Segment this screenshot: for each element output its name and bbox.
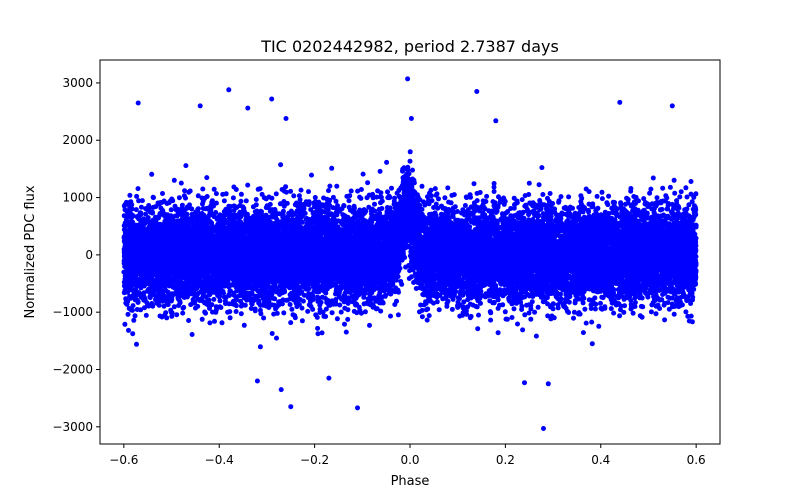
data-point-3612 (178, 180, 184, 186)
data-point-4650 (392, 302, 398, 307)
data-point-2883 (684, 194, 690, 200)
data-point-4180 (230, 195, 236, 201)
data-point-2913 (207, 320, 213, 326)
data-point-2284 (211, 186, 217, 192)
data-point-1051 (654, 195, 660, 201)
data-point-657 (684, 206, 690, 212)
data-point-4324 (365, 180, 371, 186)
data-point-1247 (362, 309, 368, 315)
data-point-2459 (497, 199, 503, 205)
data-point-1169 (689, 199, 695, 205)
data-point-1124 (671, 177, 677, 183)
data-point-2831 (526, 212, 532, 218)
data-point-495 (536, 182, 542, 188)
data-point-3388 (434, 299, 440, 305)
data-point-1407 (410, 167, 415, 173)
data-point-2877 (253, 197, 259, 202)
data-point-964 (138, 204, 144, 210)
data-point-4518 (566, 194, 572, 200)
data-point-4883 (315, 331, 321, 337)
data-point-280 (526, 310, 532, 316)
data-point-694 (200, 186, 206, 192)
data-point-2780 (321, 195, 327, 201)
chart-title: TIC 0202442982, period 2.7387 days (260, 37, 559, 56)
data-point-3280 (533, 333, 539, 339)
data-point-3202 (220, 191, 226, 197)
data-point-4105 (126, 327, 131, 333)
data-point-4378 (213, 191, 219, 197)
data-point-3942 (348, 188, 354, 194)
data-point-4867 (122, 321, 128, 327)
data-point-386 (312, 195, 318, 200)
data-point-867 (130, 331, 136, 337)
data-point-2897 (496, 194, 501, 200)
data-point-2768 (134, 193, 140, 199)
data-point-2921 (283, 184, 289, 190)
data-point-4679 (571, 315, 576, 321)
data-point-309 (618, 307, 623, 313)
data-point-2505 (436, 196, 441, 202)
data-point-1966 (578, 193, 584, 199)
data-point-4828 (660, 185, 666, 191)
data-point-2557 (622, 303, 628, 309)
data-point-1991 (515, 321, 520, 327)
data-points (121, 76, 699, 431)
data-point-3929 (436, 307, 442, 313)
data-point-4635 (147, 295, 153, 301)
data-point-1652 (238, 311, 244, 317)
data-point-3242 (327, 183, 333, 189)
data-point-517 (630, 310, 636, 316)
data-point-1485 (641, 196, 647, 202)
data-point-105 (233, 309, 239, 314)
data-point-234 (540, 211, 546, 217)
data-point-4943 (491, 203, 497, 209)
data-point-1089 (278, 162, 284, 168)
data-point-608 (598, 300, 603, 306)
data-point-2848 (330, 194, 336, 200)
data-point-4549 (164, 315, 170, 321)
data-point-4260 (266, 194, 272, 200)
data-point-4325 (432, 186, 438, 192)
data-point-2523 (678, 189, 684, 195)
data-point-1241 (176, 195, 182, 201)
data-point-3825 (648, 309, 654, 315)
data-point-1477 (388, 313, 393, 319)
data-point-497 (688, 179, 694, 184)
data-point-2579 (306, 189, 311, 195)
data-point-141 (333, 198, 339, 204)
data-point-2130 (226, 301, 232, 307)
data-point-1749 (355, 188, 361, 194)
data-point-536 (540, 192, 546, 197)
data-point-4055 (389, 185, 394, 191)
data-point-4795 (611, 310, 617, 316)
data-point-2517 (221, 198, 227, 204)
data-point-1860 (343, 329, 349, 335)
data-point-4855 (519, 307, 525, 312)
data-point-1464 (305, 308, 311, 314)
data-point-2646 (238, 198, 244, 204)
data-point-111 (435, 205, 441, 211)
data-point-1898 (377, 168, 383, 174)
data-point-1877 (431, 205, 437, 210)
data-point-1480 (522, 312, 528, 318)
data-point-2482 (608, 306, 614, 312)
data-point-1548 (319, 330, 325, 336)
data-point-4335 (287, 302, 293, 307)
